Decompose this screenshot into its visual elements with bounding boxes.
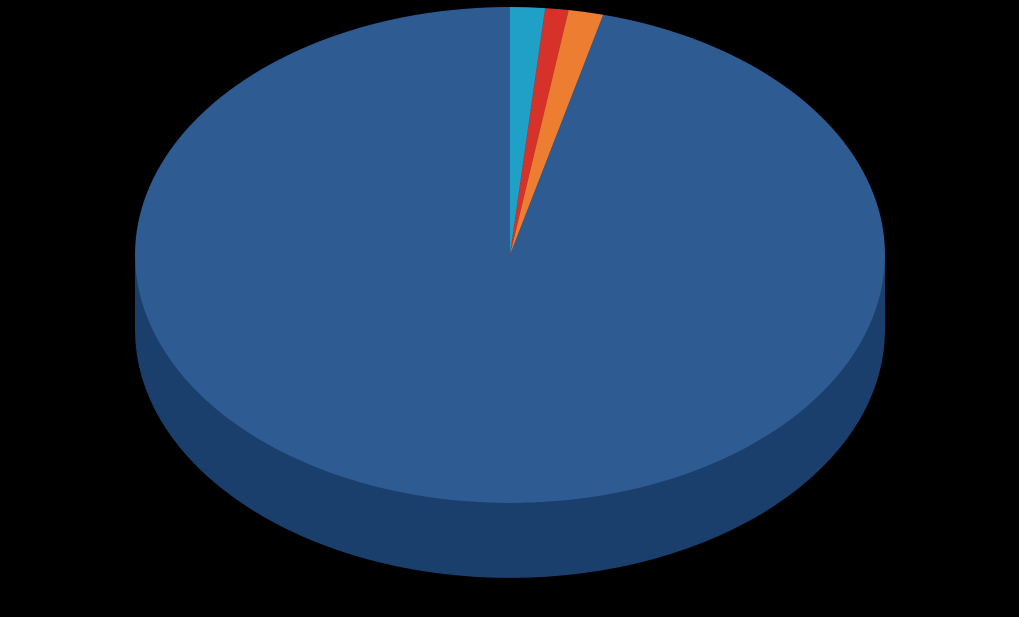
slice-blue [135,7,885,503]
pie-3d-chart [0,0,1019,617]
chart-stage [0,0,1019,617]
pie-top [135,7,885,503]
